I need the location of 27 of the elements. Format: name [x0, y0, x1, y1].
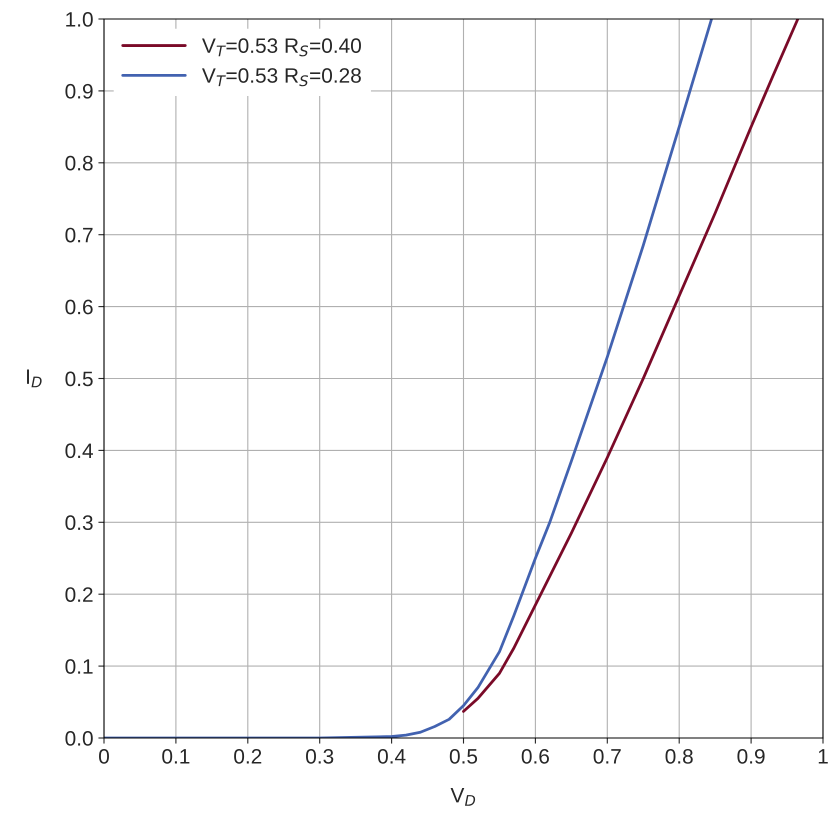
x-tick-label: 0.7	[594, 748, 621, 764]
y-tick-label: 0.2	[65, 587, 93, 602]
y-tick-label: 0.0	[65, 731, 93, 746]
x-tick-label: 1	[818, 749, 828, 764]
y-axis-title: I$_{D}$	[27, 370, 42, 388]
y-tick-label: 0.4	[65, 443, 93, 458]
y-tick-label: 0.1	[65, 659, 93, 674]
y-tick-label: 0.5	[65, 372, 93, 386]
x-tick-label: 0.9	[737, 748, 765, 764]
y-tick-label: 1.0	[66, 12, 93, 27]
legend-label: V$_{T}$=0.53 R$_{S}$=0.28	[202, 68, 361, 86]
legend-label: V$_{T}$=0.53 R$_{S}$=0.40	[202, 38, 361, 56]
y-tick-label: 0.8	[65, 156, 93, 171]
line-series	[462, 19, 800, 713]
y-tick-label: 0.9	[65, 84, 93, 99]
x-tick-label: 0.3	[306, 748, 334, 764]
x-tick-label: 0.1	[162, 748, 190, 764]
x-tick-label: 0.4	[378, 748, 406, 764]
x-tick-label: 0.6	[522, 748, 549, 764]
x-tick-label: 0.5	[450, 748, 478, 764]
x-tick-label: 0	[99, 748, 109, 764]
x-axis-title: V$_{D}$	[450, 788, 476, 806]
y-tick-label: 0.7	[65, 228, 93, 242]
y-tick-label: 0.6	[65, 300, 93, 314]
x-tick-label: 0.2	[234, 748, 262, 764]
x-tick-label: 0.8	[666, 748, 693, 764]
y-tick-label: 0.3	[65, 515, 93, 530]
